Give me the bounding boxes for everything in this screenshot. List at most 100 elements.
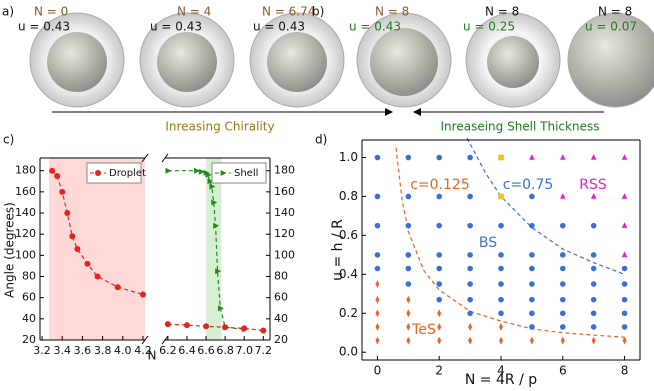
- marker: [203, 323, 210, 330]
- marker: [590, 222, 597, 229]
- marker: [529, 252, 535, 258]
- x-tick-label: 6.8: [216, 344, 234, 357]
- panel-label: b): [312, 5, 324, 19]
- marker: [591, 336, 596, 345]
- marker: [406, 322, 411, 331]
- series-line: [167, 323, 264, 332]
- marker: [621, 193, 628, 199]
- marker: [499, 336, 503, 345]
- y-tick-label: 0.4: [339, 267, 358, 281]
- arrow-label: Inreaseing Shell Thickness: [441, 120, 600, 134]
- marker: [621, 324, 628, 330]
- marker: [590, 193, 597, 199]
- marker: [217, 305, 224, 312]
- x-tick-label: 3.8: [94, 344, 112, 357]
- marker: [559, 296, 566, 303]
- marker: [590, 265, 597, 272]
- arrow-label: Inreasing Chirality: [165, 120, 274, 134]
- marker: [559, 281, 566, 287]
- marker: [529, 193, 535, 200]
- marker: [468, 322, 473, 331]
- y-tick-label: 80: [22, 270, 36, 283]
- marker: [260, 327, 267, 334]
- y-tick-label: 160: [15, 185, 36, 198]
- y-tick-label: 40: [274, 312, 288, 325]
- marker: [207, 178, 214, 185]
- y-tick-label: 60: [274, 291, 288, 304]
- marker: [114, 284, 121, 291]
- marker: [622, 336, 627, 345]
- marker: [437, 336, 442, 345]
- legend-label: Droplet: [109, 168, 146, 179]
- annotation: BS: [479, 235, 497, 251]
- marker: [529, 296, 535, 303]
- marker: [405, 193, 412, 200]
- marker: [374, 252, 381, 258]
- x-tick-label: 6.4: [178, 344, 196, 357]
- x-tick-label: 2: [435, 364, 443, 378]
- y-tick-label: 120: [15, 227, 36, 240]
- x-tick-label: 8: [621, 364, 629, 378]
- marker: [498, 193, 504, 200]
- y-tick-label: 120: [274, 227, 295, 240]
- n-label: N = 8: [485, 5, 519, 19]
- y-tick-label: 180: [15, 164, 36, 177]
- marker: [436, 265, 443, 272]
- axis-break: [141, 153, 149, 163]
- marker: [405, 154, 412, 161]
- marker: [405, 252, 412, 258]
- marker: [437, 309, 442, 318]
- marker: [467, 310, 473, 317]
- y-tick-label: 100: [15, 248, 36, 261]
- marker: [468, 336, 473, 345]
- legend-marker: [95, 170, 101, 176]
- marker: [436, 222, 443, 229]
- x-tick-label: 4.2: [134, 344, 152, 357]
- marker: [467, 296, 473, 303]
- annotation: RSS: [579, 177, 607, 193]
- y-tick-label: 1.0: [339, 150, 358, 164]
- marker: [198, 168, 205, 175]
- u-label: u = 0.43: [253, 20, 305, 34]
- y-tick-label: 0.2: [339, 306, 358, 320]
- annotation: c=0.75: [503, 177, 554, 193]
- y-tick-label: 20: [22, 333, 36, 346]
- marker: [529, 336, 534, 345]
- u-label: u = 0.43: [150, 20, 202, 34]
- y-tick-label: 60: [22, 291, 36, 304]
- marker: [213, 222, 220, 229]
- marker: [54, 172, 61, 179]
- marker: [621, 296, 628, 303]
- marker: [437, 322, 442, 331]
- u-label: u = 0.07: [585, 20, 637, 34]
- marker: [405, 222, 412, 229]
- marker: [529, 222, 535, 229]
- x-tick-label: 7.0: [235, 344, 253, 357]
- y-tick-label: 80: [274, 270, 288, 283]
- n-label: N = 6.74: [262, 5, 315, 19]
- marker: [405, 281, 412, 287]
- y-tick-label: 0.8: [339, 189, 358, 203]
- x-tick-label: 3.6: [74, 344, 92, 357]
- marker: [590, 324, 597, 330]
- marker: [406, 295, 411, 304]
- marker: [467, 265, 473, 272]
- y-tick-label: 20: [274, 333, 288, 346]
- marker: [436, 252, 443, 258]
- marker: [621, 154, 628, 160]
- marker: [559, 222, 566, 229]
- marker: [406, 336, 411, 345]
- marker: [621, 310, 628, 317]
- marker: [209, 183, 216, 190]
- panel-label: a): [2, 5, 14, 19]
- legend-box: [86, 162, 142, 184]
- marker: [436, 281, 443, 287]
- marker: [406, 309, 411, 318]
- marker: [241, 325, 248, 332]
- x-tick-label: 6.6: [197, 344, 215, 357]
- marker: [165, 167, 172, 174]
- marker: [205, 171, 212, 178]
- marker: [590, 252, 597, 258]
- u-label: u = 0.43: [349, 20, 401, 34]
